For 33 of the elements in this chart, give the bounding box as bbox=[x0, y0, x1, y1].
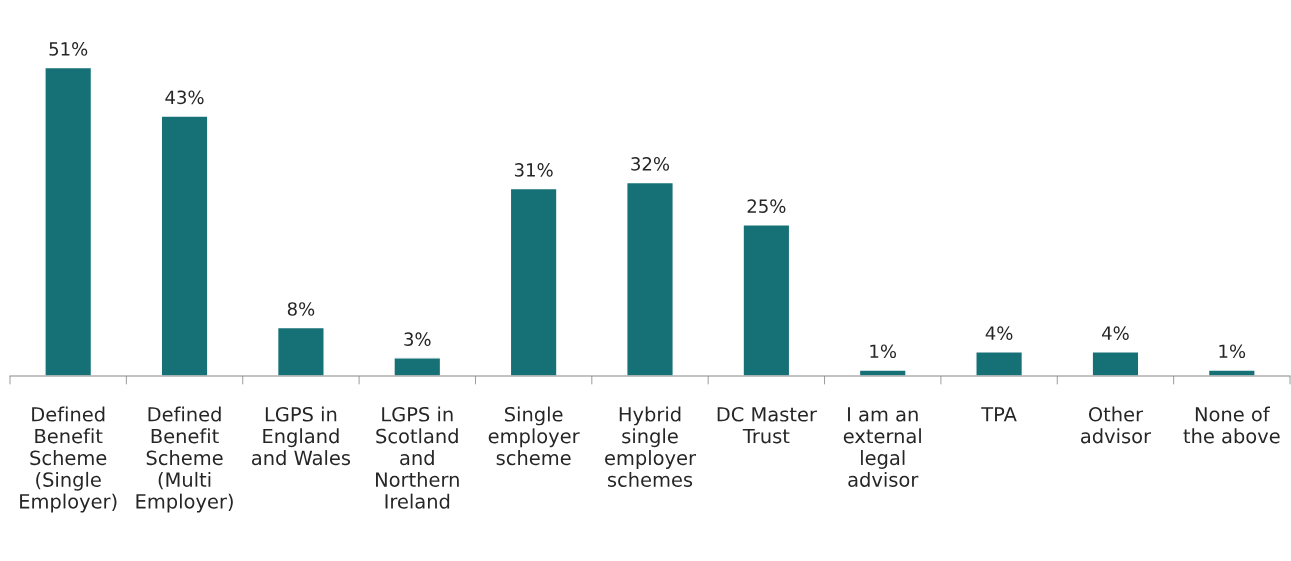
x-tick-label: LGPS in England and Wales bbox=[252, 406, 351, 466]
bar bbox=[742, 224, 791, 376]
bar bbox=[509, 187, 558, 376]
x-tick-label: Defined Benefit Scheme (Single Employer) bbox=[20, 406, 117, 513]
data-label: 51% bbox=[49, 42, 88, 56]
bar bbox=[393, 357, 442, 376]
x-tick-label: I am an external legal advisor bbox=[843, 407, 921, 487]
data-label: 4% bbox=[1102, 326, 1129, 340]
x-tick-label: Other advisor bbox=[1081, 406, 1152, 444]
bar bbox=[975, 351, 1024, 376]
data-label: 1% bbox=[1219, 344, 1246, 359]
bar bbox=[626, 181, 674, 376]
bar bbox=[44, 66, 93, 376]
data-label: 8% bbox=[287, 302, 315, 316]
data-label: 3% bbox=[404, 332, 431, 347]
data-label: 4% bbox=[985, 326, 1013, 340]
data-label: 25% bbox=[747, 199, 786, 213]
bar bbox=[858, 369, 907, 376]
bar bbox=[1091, 351, 1140, 376]
x-tick-label: Defined Benefit Scheme (Multi Employer) bbox=[136, 406, 233, 513]
bar bbox=[276, 326, 325, 376]
x-tick-label: DC Master Trust bbox=[717, 406, 817, 444]
data-label: 31% bbox=[514, 163, 553, 177]
x-tick-label: Single employer scheme bbox=[488, 406, 580, 466]
data-label: 32% bbox=[631, 157, 670, 171]
x-tick-label: TPA bbox=[981, 407, 1017, 422]
x-tick-label: None of the above bbox=[1183, 406, 1280, 444]
bar bbox=[160, 115, 209, 376]
data-label: 1% bbox=[870, 344, 897, 359]
data-label: 43% bbox=[165, 90, 204, 105]
x-tick-label: LGPS in Scotland and Northern Ireland bbox=[376, 406, 459, 509]
x-tick-label: Hybrid single employer schemes bbox=[605, 406, 696, 487]
bar bbox=[1207, 369, 1256, 376]
